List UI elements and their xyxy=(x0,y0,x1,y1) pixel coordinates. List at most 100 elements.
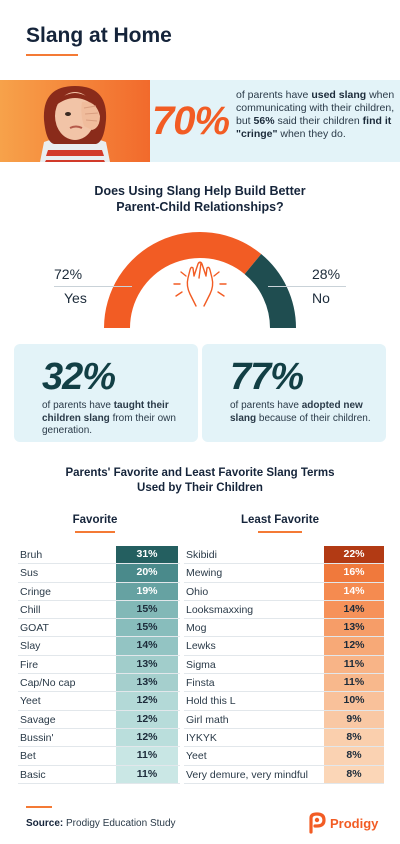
slang-term: Sus xyxy=(20,567,39,580)
slang-term: GOAT xyxy=(20,622,49,635)
slang-term: Yeet xyxy=(186,750,207,763)
yes-leader-line xyxy=(54,286,132,287)
table-row: Cringe 19% xyxy=(18,582,180,601)
slang-term: Girl math xyxy=(186,713,229,726)
table-row: Hold this L 10% xyxy=(184,692,384,711)
table-row: Bet 11% xyxy=(18,747,180,766)
table-row: Yeet 12% xyxy=(18,692,180,711)
card-description: of parents have adopted new slang becaus… xyxy=(230,400,371,424)
stat-card-taught: 32% of parents have taught their childre… xyxy=(14,344,198,442)
least-favorite-header: Least Favorite xyxy=(241,514,319,526)
prodigy-logo-text: Prodigy xyxy=(330,816,379,831)
slang-term: Mewing xyxy=(186,567,223,580)
slang-percent: 8% xyxy=(324,765,384,783)
gauge-yes-arc xyxy=(104,232,262,328)
table-row: Finsta 11% xyxy=(184,674,384,693)
table-title: Parents' Favorite and Least Favorite Sla… xyxy=(65,467,335,494)
slang-percent: 11% xyxy=(324,674,384,692)
favorite-list: Bruh 31% Sus 20% Cringe 19% Chill 15% GOAT 15% Sla… xyxy=(18,546,180,784)
table-row: Chill 15% xyxy=(18,600,180,620)
title-underline xyxy=(26,54,78,56)
table-row: Basic 11% xyxy=(18,765,180,784)
slang-term: Chill xyxy=(20,603,41,616)
slang-term: Slay xyxy=(20,640,41,653)
yes-label: Yes xyxy=(64,290,87,306)
table-row: Bussin' 12% xyxy=(18,728,180,748)
source-note: Source: Prodigy Education Study xyxy=(26,818,176,829)
favorite-header: Favorite xyxy=(72,514,118,526)
slang-term: Cap/No cap xyxy=(20,677,76,690)
slang-percent: 14% xyxy=(324,600,384,619)
stat-card-adopted: 77% of parents have adopted new slang be… xyxy=(202,344,386,442)
no-percent: 28% xyxy=(312,266,341,282)
slang-term: Hold this L xyxy=(186,695,236,708)
card-description: of parents have taught their children sl… xyxy=(42,400,176,436)
slang-percent: 11% xyxy=(116,747,178,765)
table-row: Mog 13% xyxy=(184,619,384,638)
table-row: Sus 20% xyxy=(18,564,180,583)
slang-term: Yeet xyxy=(20,695,41,708)
table-row: Skibidi 22% xyxy=(184,546,384,565)
hero-photo xyxy=(0,80,150,162)
slang-term: IYKYK xyxy=(186,731,217,744)
yes-no-gauge: 72% Yes 28% No xyxy=(0,220,400,340)
slang-term: Finsta xyxy=(186,677,215,690)
slang-percent: 13% xyxy=(116,674,178,692)
slang-percent: 14% xyxy=(324,582,384,600)
slang-percent: 9% xyxy=(324,710,384,728)
table-row: Lewks 12% xyxy=(184,637,384,656)
slang-percent: 12% xyxy=(116,728,178,747)
table-row: Sigma 11% xyxy=(184,655,384,675)
slang-term: Fire xyxy=(20,658,39,671)
gauge-no-arc xyxy=(244,254,296,328)
slang-term: Bussin' xyxy=(20,731,54,744)
slang-term: Cringe xyxy=(20,585,51,598)
slang-percent: 10% xyxy=(324,692,384,710)
least-favorite-underline xyxy=(258,531,302,533)
yes-percent: 72% xyxy=(54,266,83,282)
table-row: Yeet 8% xyxy=(184,747,384,766)
table-row: Fire 13% xyxy=(18,655,180,675)
least-favorite-list: Skibidi 22% Mewing 16% Ohio 14% Looksmaxxing 14… xyxy=(184,546,384,784)
slang-percent: 12% xyxy=(324,637,384,655)
table-row: Girl math 9% xyxy=(184,710,384,729)
footer-rule xyxy=(26,806,52,808)
card-stat: 77% xyxy=(230,356,304,398)
table-row: GOAT 15% xyxy=(18,619,180,638)
favorite-underline xyxy=(75,531,115,533)
slang-term: Basic xyxy=(20,768,46,781)
table-row: Savage 12% xyxy=(18,710,180,729)
slang-percent: 15% xyxy=(116,600,178,619)
slang-term: Bruh xyxy=(20,549,43,561)
table-row: IYKYK 8% xyxy=(184,728,384,748)
slang-percent: 12% xyxy=(116,710,178,728)
question-title: Does Using Slang Help Build Better Paren… xyxy=(94,184,306,214)
slang-percent: 8% xyxy=(324,747,384,765)
page-title: Slang at Home xyxy=(26,24,172,47)
table-row: Looksmaxxing 14% xyxy=(184,600,384,620)
slang-percent: 11% xyxy=(324,655,384,674)
no-leader-line xyxy=(268,286,346,287)
slang-percent: 13% xyxy=(324,619,384,637)
hero-banner: 70% of parents have used slang when comm… xyxy=(0,80,400,162)
slang-term: Skibidi xyxy=(186,549,217,561)
high-five-icon xyxy=(173,261,227,307)
slang-percent: 20% xyxy=(116,564,178,582)
no-label: No xyxy=(312,290,330,306)
hero-stat: 70% xyxy=(152,99,230,143)
slang-percent: 8% xyxy=(324,728,384,747)
slang-percent: 11% xyxy=(116,765,178,783)
slang-term: Looksmaxxing xyxy=(186,603,254,616)
slang-term: Sigma xyxy=(186,658,216,671)
table-row: Bruh 31% xyxy=(18,546,180,565)
hero-description: of parents have used slang when communic… xyxy=(236,89,395,140)
slang-percent: 12% xyxy=(116,692,178,710)
slang-term: Lewks xyxy=(186,640,216,653)
slang-percent: 31% xyxy=(116,546,178,564)
table-row: Cap/No cap 13% xyxy=(18,674,180,693)
slang-percent: 14% xyxy=(116,637,178,655)
slang-term: Bet xyxy=(20,750,36,763)
prodigy-logo-icon xyxy=(309,812,326,834)
slang-term: Ohio xyxy=(186,585,209,598)
slang-percent: 13% xyxy=(116,655,178,674)
